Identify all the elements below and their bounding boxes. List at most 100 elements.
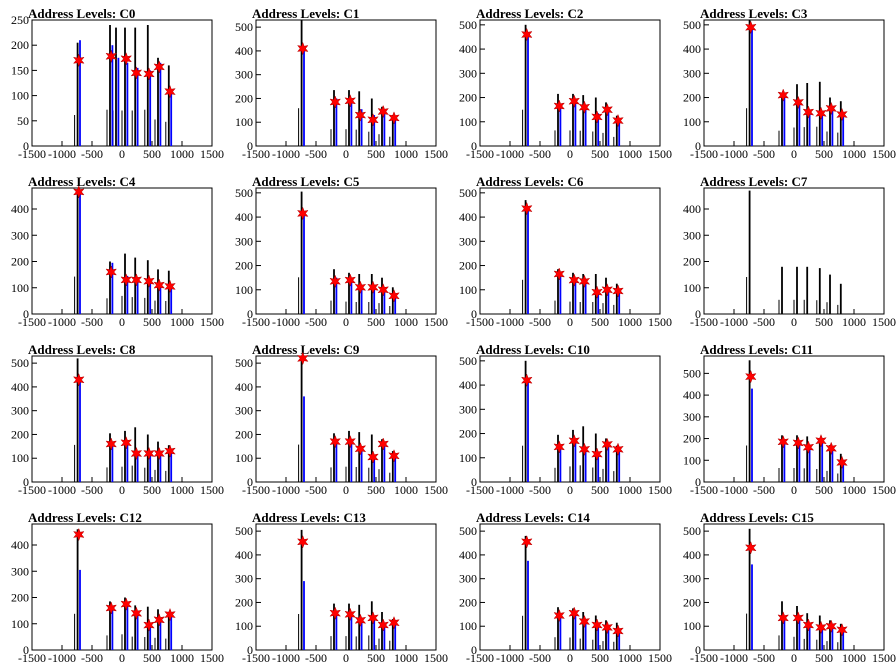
x-tick-label: 1000 bbox=[394, 651, 418, 665]
histogram-bar bbox=[746, 613, 748, 650]
x-tick-label: -1500 bbox=[18, 483, 46, 497]
histogram-bar bbox=[146, 25, 149, 146]
x-tick-label: 500 bbox=[591, 651, 609, 665]
y-tick-label: 50 bbox=[17, 114, 29, 128]
histogram-bar bbox=[592, 302, 594, 314]
x-tick-label: -500 bbox=[81, 651, 103, 665]
y-tick-label: 500 bbox=[683, 366, 701, 380]
histogram-bar bbox=[136, 278, 139, 314]
x-tick-label: 1500 bbox=[648, 315, 672, 329]
histogram-bar bbox=[602, 303, 604, 314]
histogram-bar bbox=[383, 287, 386, 314]
x-tick-label: 1000 bbox=[618, 147, 642, 161]
histogram-bar bbox=[793, 636, 795, 650]
histogram-bar bbox=[345, 129, 347, 146]
y-tick-label: 500 bbox=[235, 524, 253, 538]
y-tick-label: 0 bbox=[247, 307, 253, 321]
peak-marker bbox=[836, 455, 848, 470]
histogram-bar bbox=[157, 441, 159, 482]
histogram-bar bbox=[167, 445, 170, 482]
histogram-bar bbox=[793, 468, 795, 482]
plot-frame bbox=[703, 523, 885, 651]
x-tick-label: 1000 bbox=[170, 315, 194, 329]
y-tick-label: 100 bbox=[683, 619, 701, 633]
peak-marker bbox=[164, 444, 176, 458]
y-tick-label: 300 bbox=[11, 404, 29, 418]
histogram-bar bbox=[778, 468, 780, 482]
histogram-bar bbox=[126, 275, 129, 314]
histogram-bar bbox=[602, 132, 604, 146]
histogram-bar bbox=[79, 190, 81, 314]
y-tick-label: 150 bbox=[11, 63, 29, 77]
histogram-bar bbox=[751, 388, 753, 482]
histogram-bar bbox=[106, 109, 108, 146]
x-tick-label: -1500 bbox=[466, 147, 494, 161]
y-tick-label: 0 bbox=[247, 643, 253, 657]
histogram-bar bbox=[783, 616, 786, 650]
peak-marker bbox=[612, 624, 624, 638]
x-tick-label: 500 bbox=[367, 147, 385, 161]
peak-marker bbox=[105, 49, 118, 64]
histogram-bar bbox=[615, 115, 618, 146]
y-tick-label: 100 bbox=[11, 617, 29, 631]
y-tick-label: 400 bbox=[683, 202, 701, 216]
y-tick-label: 300 bbox=[683, 572, 701, 586]
peak-marker bbox=[578, 442, 591, 457]
histogram-bar bbox=[582, 612, 585, 650]
histogram-bar bbox=[146, 260, 149, 314]
x-tick-label: -500 bbox=[305, 651, 327, 665]
histogram-bar bbox=[146, 434, 149, 482]
peak-marker bbox=[354, 441, 367, 456]
histogram-bar bbox=[796, 606, 798, 650]
peak-marker bbox=[601, 437, 614, 452]
plot-frame bbox=[31, 523, 213, 651]
histogram-bar bbox=[333, 603, 335, 650]
histogram-bar bbox=[350, 100, 353, 146]
peak-marker bbox=[578, 614, 591, 629]
histogram-bar bbox=[350, 277, 353, 314]
peak-marker bbox=[143, 274, 155, 288]
x-tick-label: 500 bbox=[143, 483, 161, 497]
histogram-bar bbox=[335, 440, 338, 482]
histogram-bar bbox=[335, 98, 338, 146]
histogram-bar bbox=[378, 469, 380, 482]
histogram-bar bbox=[829, 445, 831, 482]
x-tick-label: 0 bbox=[567, 147, 573, 161]
histogram-bar bbox=[748, 190, 751, 314]
chart-title: Address Levels: C10 bbox=[476, 342, 590, 357]
histogram-bar bbox=[333, 433, 335, 482]
chart-title: Address Levels: C1 bbox=[252, 6, 359, 21]
y-tick-label: 200 bbox=[683, 91, 701, 105]
histogram-bar bbox=[839, 283, 842, 314]
histogram-bar bbox=[826, 302, 828, 314]
peak-marker bbox=[120, 597, 133, 611]
x-tick-label: 0 bbox=[567, 315, 573, 329]
histogram-bar bbox=[826, 641, 828, 650]
peak-marker bbox=[354, 613, 367, 628]
y-tick-label: 300 bbox=[11, 564, 29, 578]
histogram-bar bbox=[154, 469, 156, 482]
y-tick-label: 200 bbox=[11, 255, 29, 269]
x-tick-label: 1000 bbox=[618, 315, 642, 329]
y-tick-label: 300 bbox=[459, 572, 477, 586]
histogram-bar bbox=[159, 618, 162, 650]
histogram-bar bbox=[126, 440, 129, 482]
y-tick-label: 100 bbox=[235, 451, 253, 465]
chart-panel: Address Levels: C12 0 100 200 300 400 -1500 -10… bbox=[11, 510, 224, 665]
histogram-bar bbox=[378, 134, 380, 146]
histogram-bar bbox=[574, 98, 577, 147]
histogram-bar bbox=[136, 611, 139, 650]
x-tick-label: 0 bbox=[791, 651, 797, 665]
histogram-bar bbox=[124, 27, 126, 147]
x-tick-label: 0 bbox=[567, 483, 573, 497]
x-tick-label: 500 bbox=[815, 147, 833, 161]
histogram-bar bbox=[154, 637, 156, 650]
histogram-bar bbox=[605, 277, 607, 314]
x-tick-label: 500 bbox=[591, 147, 609, 161]
histogram-bar bbox=[579, 130, 581, 146]
x-tick-label: -1500 bbox=[242, 315, 270, 329]
x-tick-label: -500 bbox=[529, 483, 551, 497]
y-tick-label: 200 bbox=[459, 595, 477, 609]
histogram-bar bbox=[394, 117, 397, 146]
histogram-bar bbox=[373, 616, 376, 650]
